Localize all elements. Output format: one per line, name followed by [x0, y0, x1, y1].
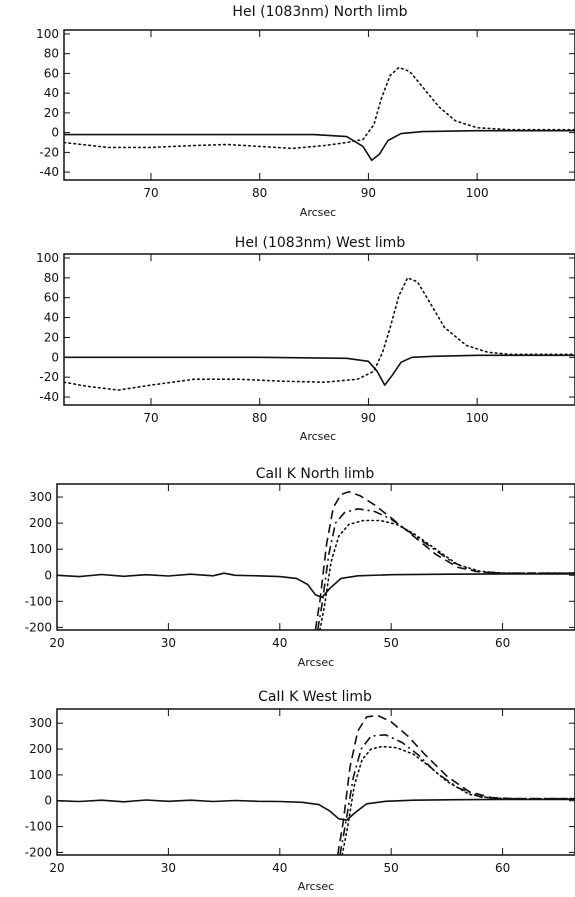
y-tick-label: 300 [29, 490, 52, 504]
series-line-dash-dot [339, 733, 575, 855]
series-line-dash-dot [316, 507, 575, 630]
x-tick-label: 90 [361, 411, 376, 425]
series-line-dotted [319, 519, 575, 630]
series-line-solid [64, 129, 575, 162]
x-tick-label: 50 [384, 861, 399, 875]
y-tick-label: 100 [29, 768, 52, 782]
y-tick-label: 40 [44, 86, 59, 100]
x-tick-label: 30 [161, 861, 176, 875]
y-tick-label: -20 [39, 370, 59, 384]
y-tick-label: 60 [44, 291, 59, 305]
x-tick-label: 70 [143, 186, 158, 200]
y-tick-label: -40 [39, 165, 59, 179]
y-tick-label: 100 [36, 27, 59, 41]
panel-title: HeI (1083nm) West limb [235, 235, 406, 251]
panel-title: HeI (1083nm) North limb [232, 4, 407, 20]
y-tick-label: -100 [25, 820, 52, 834]
y-tick-label: 20 [44, 330, 59, 344]
y-tick-label: 80 [44, 271, 59, 285]
plot-frame [56, 483, 575, 631]
x-axis-label: Arcsec [300, 206, 336, 219]
x-axis-label: Arcsec [300, 430, 336, 443]
panel-helium-north-limb: HeI (1083nm) North limb Arcsec 100 80 60 40… [36, 4, 575, 219]
y-tick-label: 60 [44, 66, 59, 80]
x-axis-label: Arcsec [298, 656, 334, 669]
series-lines [57, 490, 575, 630]
x-tick-label: 100 [466, 186, 489, 200]
panel-title: CaII K West limb [258, 689, 372, 705]
series-line-dotted [341, 745, 575, 855]
panel-title: CaII K North limb [256, 466, 375, 482]
y-tick-label: 0 [44, 794, 52, 808]
x-tick-label: 40 [272, 861, 287, 875]
axis-ticks: 300 200 100 0 -100 -200 20 30 40 50 60 [25, 484, 575, 650]
series-lines [57, 714, 575, 855]
series-lines [64, 276, 575, 391]
series-line-dotted [64, 66, 575, 150]
panel-helium-west-limb: HeI (1083nm) West limb Arcsec 100 80 60 40 2… [36, 235, 575, 443]
y-tick-label: 300 [29, 716, 52, 730]
y-tick-label: 0 [51, 126, 59, 140]
plot-frame [63, 253, 575, 406]
plot-frame [63, 29, 575, 181]
y-tick-label: -200 [25, 620, 52, 634]
x-tick-label: 60 [495, 861, 510, 875]
y-tick-label: -100 [25, 594, 52, 608]
y-tick-label: 100 [29, 542, 52, 556]
x-tick-label: 100 [466, 411, 489, 425]
y-tick-label: -20 [39, 145, 59, 159]
y-tick-label: 80 [44, 47, 59, 61]
series-line-dashed [314, 490, 575, 630]
y-tick-label: -200 [25, 845, 52, 859]
x-tick-label: 90 [361, 186, 376, 200]
x-tick-label: 70 [143, 411, 158, 425]
y-tick-label: 20 [44, 106, 59, 120]
axis-ticks: 100 80 60 40 20 0 -20 -40 70 80 90 100 [36, 27, 575, 200]
x-tick-label: 80 [252, 186, 267, 200]
y-tick-label: -40 [39, 390, 59, 404]
x-tick-label: 20 [49, 861, 64, 875]
plot-frame [56, 708, 575, 856]
axis-ticks: 100 80 60 40 20 0 -20 -40 70 80 90 100 [36, 251, 575, 425]
x-tick-label: 60 [495, 636, 510, 650]
y-tick-label: 40 [44, 311, 59, 325]
y-tick-label: 200 [29, 742, 52, 756]
panel-calcium-north-limb: CaII K North limb Arcsec 300 200 100 0 -100 -… [25, 466, 575, 669]
series-line-solid [57, 572, 575, 599]
x-tick-label: 50 [384, 636, 399, 650]
x-tick-label: 40 [272, 636, 287, 650]
y-tick-label: 0 [51, 350, 59, 364]
series-line-solid [57, 798, 575, 821]
series-line-solid [64, 354, 575, 386]
series-line-dashed [336, 714, 575, 855]
y-tick-label: 0 [44, 568, 52, 582]
y-tick-label: 100 [36, 251, 59, 265]
y-tick-label: 200 [29, 516, 52, 530]
x-tick-label: 30 [161, 636, 176, 650]
x-axis-label: Arcsec [298, 880, 334, 893]
x-tick-label: 20 [49, 636, 64, 650]
panel-calcium-west-limb: CaII K West limb Arcsec 300 200 100 0 -100 -2… [25, 689, 575, 893]
series-lines [64, 66, 575, 162]
series-line-dotted [64, 276, 575, 391]
x-tick-label: 80 [252, 411, 267, 425]
axis-ticks: 300 200 100 0 -100 -200 20 30 40 50 60 [25, 709, 575, 875]
